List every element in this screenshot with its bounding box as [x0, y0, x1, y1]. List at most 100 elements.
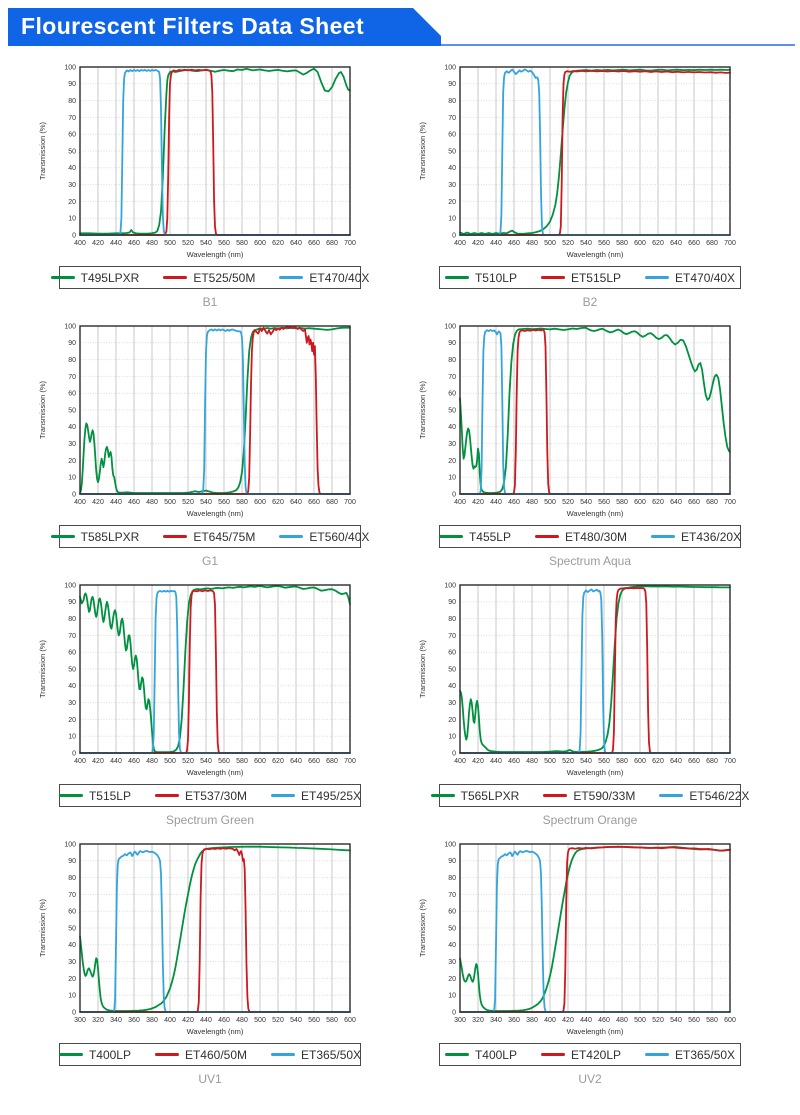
legend-swatch-blue [271, 794, 296, 797]
x-tick-label: 480 [146, 240, 158, 247]
transmission-chart-spectrum-green: 0 10 20 30 40 50 60 70 80 90 100 400 420 440 460 480 500… [38, 582, 356, 777]
x-tick-label: 480 [146, 758, 158, 765]
y-tick-label: 10 [448, 734, 456, 741]
y-tick-label: 0 [452, 750, 456, 757]
x-tick-label: 340 [490, 1017, 502, 1024]
x-tick-label: 560 [218, 240, 230, 247]
y-tick-label: 30 [448, 959, 456, 966]
x-tick-label: 500 [164, 758, 176, 765]
chart-cell-b1: 0 10 20 30 40 50 60 70 80 90 100 400 420 440 460 480 500… [33, 59, 388, 309]
legend-swatch-green [438, 535, 463, 538]
legend-swatch-green [444, 1053, 469, 1056]
x-tick-label: 640 [670, 499, 682, 506]
chart-cell-b2: 0 10 20 30 40 50 60 70 80 90 100 400 420 440 460 480 500… [413, 59, 768, 309]
x-tick-label: 480 [236, 1017, 248, 1024]
x-axis-title: Wavelength (nm) [186, 1027, 243, 1036]
y-tick-label: 30 [68, 959, 76, 966]
series-curve-t565lpxr [458, 585, 731, 753]
legend-swatch-blue [645, 276, 670, 279]
y-tick-label: 20 [68, 976, 76, 983]
x-tick-label: 480 [526, 240, 538, 247]
legend-swatch-green [444, 276, 469, 279]
series-curve-et525-50m [78, 68, 351, 236]
legend-label: ET470/40X [675, 270, 736, 285]
x-tick-label: 660 [688, 758, 700, 765]
y-tick-label: 70 [68, 115, 76, 122]
y-tick-label: 80 [448, 98, 456, 105]
y-tick-label: 100 [64, 582, 76, 589]
legend-label: T400LP [474, 1047, 517, 1062]
legend-item: T565LPXR [430, 789, 519, 803]
transmission-chart-spectrum-aqua: 0 10 20 30 40 50 60 70 80 90 100 400 420 440 460 480 500… [418, 323, 736, 518]
x-tick-label: 400 [74, 499, 86, 506]
x-tick-label: 480 [146, 499, 158, 506]
y-tick-label: 80 [68, 98, 76, 105]
legend-swatch-red [540, 276, 565, 279]
y-tick-label: 70 [68, 633, 76, 640]
legend-swatch-green [58, 1053, 83, 1056]
x-axis-title: Wavelength (nm) [186, 250, 243, 259]
x-tick-label: 540 [200, 240, 212, 247]
x-tick-label: 600 [724, 1017, 736, 1024]
series-curve-t400lp [78, 845, 351, 1012]
legend-label: ET560/40X [309, 529, 370, 544]
legend-item: ET460/50M [154, 1048, 247, 1062]
legend-item: ET420LP [540, 1047, 622, 1062]
series-curve-et420lp [458, 845, 731, 1013]
x-tick-label: 440 [110, 240, 122, 247]
legend-item: ET480/30M [534, 530, 627, 544]
legend-item: ET436/20X [651, 530, 741, 544]
y-tick-label: 0 [72, 750, 76, 757]
x-tick-label: 700 [724, 758, 736, 765]
x-tick-label: 420 [472, 240, 484, 247]
x-axis-title: Wavelength (nm) [566, 509, 623, 518]
series-curve-t495lpxr [78, 67, 351, 235]
y-tick-label: 50 [68, 925, 76, 932]
y-tick-label: 100 [444, 841, 456, 848]
legend-swatch-green [50, 276, 75, 279]
plot-border [78, 66, 351, 236]
charts-grid: 0 10 20 30 40 50 60 70 80 90 100 400 420 440 460 480 500… [0, 59, 800, 1095]
y-tick-label: 10 [448, 993, 456, 1000]
y-tick-label: 10 [68, 734, 76, 741]
y-tick-label: 90 [448, 858, 456, 865]
y-tick-label: 50 [68, 148, 76, 155]
y-tick-label: 50 [448, 407, 456, 414]
x-tick-label: 460 [508, 499, 520, 506]
legend-label: ET365/50X [675, 1047, 736, 1062]
chart-cell-spectrum-aqua: 0 10 20 30 40 50 60 70 80 90 100 400 420 440 460 480 500… [413, 318, 768, 568]
legend-label: ET420LP [570, 1047, 622, 1062]
y-tick-label: 60 [68, 132, 76, 139]
series-curve-et480-30m [458, 328, 731, 495]
series-curve-et560-40x [78, 328, 351, 495]
series-curve-et460-50m [78, 847, 351, 1013]
y-tick-label: 0 [452, 491, 456, 498]
y-tick-label: 30 [448, 441, 456, 448]
page-title-ribbon: Flourescent Filters Data Sheet [8, 8, 441, 46]
y-tick-label: 70 [448, 892, 456, 899]
chart-cell-spectrum-orange: 0 10 20 30 40 50 60 70 80 90 100 400 420 440 460 480 500… [413, 577, 768, 827]
y-axis-title: Transmission (%) [418, 121, 427, 180]
x-tick-label: 460 [128, 758, 140, 765]
x-tick-label: 580 [616, 758, 628, 765]
legend-item: T510LP [444, 271, 517, 285]
y-tick-label: 90 [448, 599, 456, 606]
x-tick-label: 460 [508, 240, 520, 247]
y-tick-label: 100 [444, 323, 456, 330]
y-tick-label: 60 [68, 391, 76, 398]
legend-label: ET525/50M [193, 270, 256, 285]
legend-swatch-green [430, 794, 455, 797]
x-tick-label: 620 [652, 499, 664, 506]
x-tick-label: 500 [164, 499, 176, 506]
legend-item: ET590/33M [543, 789, 635, 803]
x-tick-label: 660 [308, 499, 320, 506]
x-tick-label: 400 [454, 499, 466, 506]
series-curve-t515lp [78, 585, 351, 754]
legend-item: ET470/40X [645, 271, 735, 285]
y-tick-label: 20 [68, 717, 76, 724]
y-axis-title: Transmission (%) [38, 121, 47, 180]
x-tick-label: 420 [472, 758, 484, 765]
x-tick-label: 600 [254, 758, 266, 765]
legend-swatch-red [540, 1053, 565, 1056]
x-tick-label: 580 [236, 758, 248, 765]
